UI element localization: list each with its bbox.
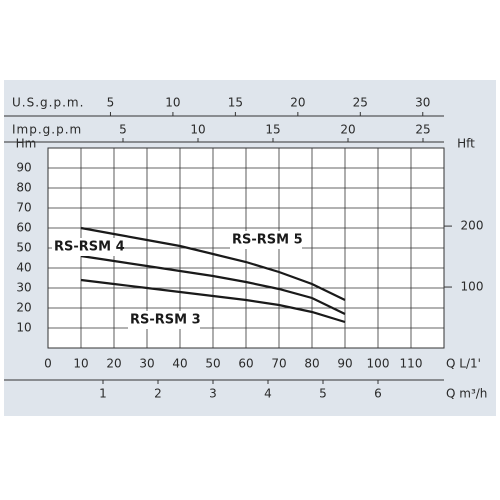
curve — [80, 254, 346, 315]
y-tick-label: 50 — [16, 241, 31, 255]
top-axis-tick-label: 5 — [107, 96, 115, 110]
curve-label: RS-RSM 4 — [54, 240, 125, 255]
y-tick-label: 60 — [16, 221, 31, 235]
bottom-axis2-tick-label: 5 — [319, 387, 327, 401]
top-axis-tick-label: 10 — [190, 123, 205, 137]
top-axis-tick-label: 5 — [119, 123, 127, 137]
y-tick-label: 40 — [16, 261, 31, 275]
curve — [80, 226, 346, 301]
bottom-axis2-tick-label: 6 — [374, 387, 382, 401]
y2-axis-label: Hft — [457, 137, 475, 151]
y-tick-label: 30 — [16, 281, 31, 295]
top-axis-label: U.S.g.p.m. — [12, 96, 84, 110]
curve-label-bg — [230, 231, 302, 249]
top-axis-tick-label: 25 — [415, 123, 430, 137]
x-tick-label: 0 — [44, 357, 52, 371]
curve-label-bg — [52, 238, 124, 256]
bottom-axis2-tick-label: 2 — [154, 387, 162, 401]
y-tick-label: 20 — [16, 301, 31, 315]
x-tick-label: 110 — [400, 357, 423, 371]
top-axis-tick-label: 15 — [228, 96, 243, 110]
x-tick-label: 40 — [172, 357, 187, 371]
x-tick-label: 90 — [337, 357, 352, 371]
x-tick-label: 30 — [139, 357, 154, 371]
top-axis-tick-label: 10 — [165, 96, 180, 110]
top-axis-tick-label: 15 — [265, 123, 280, 137]
x-tick-label: 50 — [205, 357, 220, 371]
x-tick-label: 100 — [367, 357, 390, 371]
y2-tick-label: 200 — [461, 219, 484, 233]
curve-label: RS-RSM 5 — [232, 233, 303, 248]
curve-label: RS-RSM 3 — [130, 313, 201, 328]
x-tick-label: 70 — [271, 357, 286, 371]
bottom-axis2-tick-label: 3 — [209, 387, 217, 401]
y-tick-label: 70 — [16, 201, 31, 215]
top-axis-label: Imp.g.p.m — [12, 123, 82, 137]
curve — [80, 278, 346, 324]
bottom-axis2-tick-label: 4 — [264, 387, 272, 401]
x-tick-label: 20 — [106, 357, 121, 371]
bottom-axis2-label: Q m³/h — [446, 387, 487, 401]
top-axis-tick-label: 25 — [353, 96, 368, 110]
bottom-axis2-tick-label: 1 — [99, 387, 107, 401]
y-tick-label: 10 — [16, 321, 31, 335]
y-tick-label: 80 — [16, 181, 31, 195]
curve-label-bg — [128, 311, 200, 329]
x-tick-label: 80 — [304, 357, 319, 371]
x-tick-label: 10 — [73, 357, 88, 371]
top-axis-tick-label: 30 — [415, 96, 430, 110]
top-axis-tick-label: 20 — [340, 123, 355, 137]
y-tick-label: 90 — [16, 161, 31, 175]
y2-tick-label: 100 — [461, 280, 484, 294]
x-axis-label: Q L/1' — [446, 357, 481, 371]
y-axis-label: Hm — [16, 137, 37, 151]
x-tick-label: 60 — [238, 357, 253, 371]
top-axis-tick-label: 20 — [290, 96, 305, 110]
